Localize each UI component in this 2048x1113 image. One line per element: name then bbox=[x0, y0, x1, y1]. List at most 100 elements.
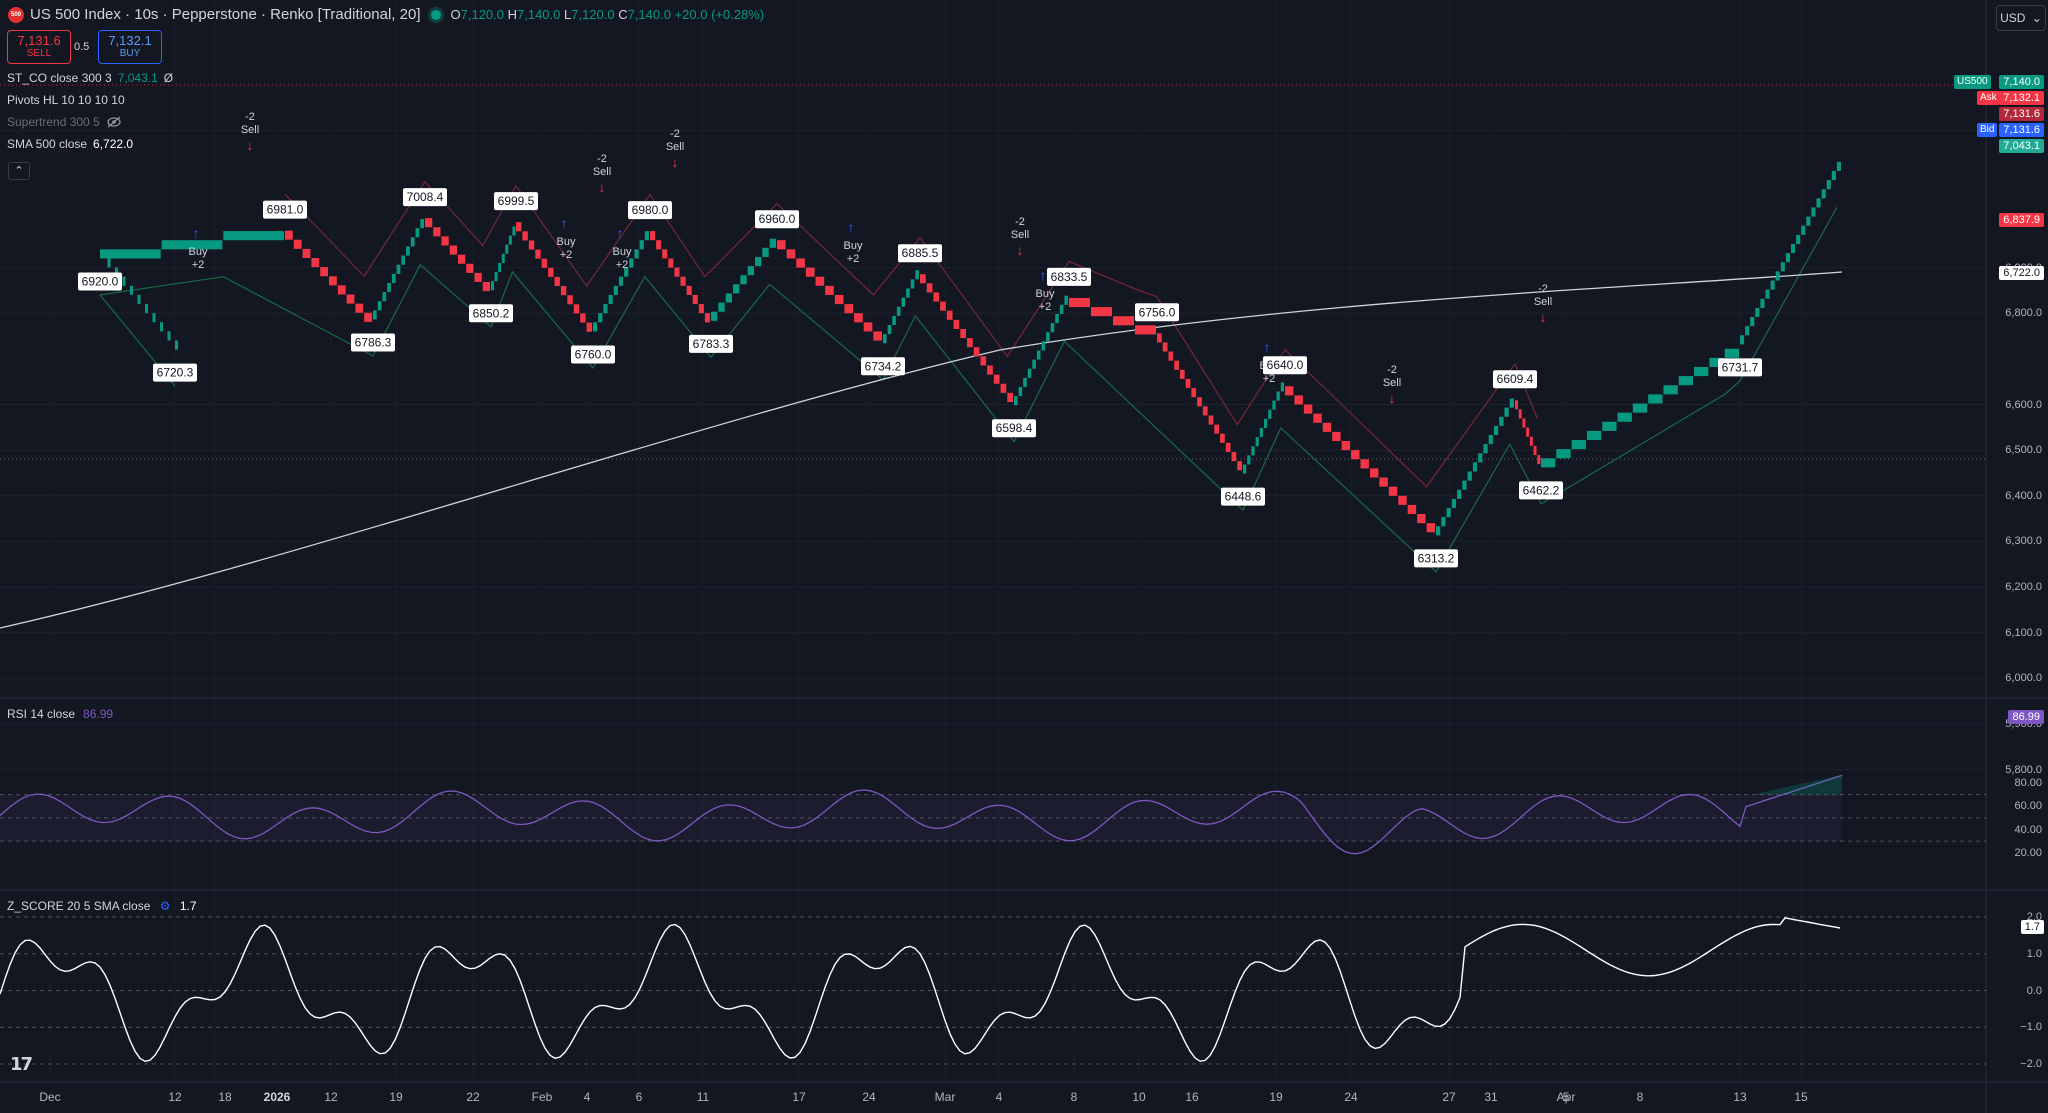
settings-icon[interactable]: ⚙ bbox=[159, 899, 171, 913]
renko-up-brick bbox=[1678, 376, 1694, 386]
sell-button[interactable]: 7,131.6 SELL bbox=[7, 30, 71, 64]
pivot-label: 6598.4 bbox=[992, 419, 1036, 438]
buy-label: BUY bbox=[119, 48, 141, 59]
pivot-label-box bbox=[755, 210, 799, 229]
symbol-title[interactable]: US 500 Index · 10s · Pepperstone · Renko… bbox=[30, 6, 421, 23]
renko-up-brick bbox=[100, 249, 161, 259]
sell-signal-label: Sell bbox=[1534, 296, 1552, 308]
renko-up-brick bbox=[161, 240, 223, 250]
renko-down-brick bbox=[1426, 523, 1435, 533]
renko-down-brick bbox=[560, 286, 567, 296]
renko-up-brick bbox=[406, 246, 410, 256]
renko-up-brick bbox=[1760, 298, 1765, 308]
renko-up-brick bbox=[1027, 368, 1032, 378]
pivot-label-box bbox=[992, 419, 1036, 438]
buy-signal-label: +2 bbox=[847, 253, 860, 265]
renko-down-brick bbox=[1157, 333, 1162, 343]
pivot-label: 6850.2 bbox=[469, 304, 513, 323]
renko-down-brick bbox=[1179, 369, 1185, 379]
tradingview-logo-icon[interactable]: 17 bbox=[10, 1054, 33, 1075]
buy-signal: ↑ Buy+2 bbox=[1036, 267, 1055, 313]
collapse-legend-button[interactable]: ⌃ bbox=[8, 162, 30, 180]
pivot-label-text: 6885.5 bbox=[902, 246, 939, 260]
renko-down-brick bbox=[554, 276, 560, 287]
renko-down-brick bbox=[364, 312, 372, 322]
pivot-label: 6731.7 bbox=[1718, 358, 1762, 377]
zscore-title[interactable]: Z_SCORE 20 5 SMA close ⚙ 1.7 bbox=[7, 899, 197, 913]
renko-down-brick bbox=[1322, 422, 1332, 432]
legend-st-co[interactable]: ST_CO close 300 3 7,043.1 Ø bbox=[7, 71, 173, 85]
buy-button[interactable]: 7,132.1 BUY bbox=[98, 30, 162, 64]
sell-signal-label: Sell bbox=[241, 124, 259, 136]
renko-up-brick bbox=[223, 231, 284, 241]
time-axis-label: 12 bbox=[324, 1090, 338, 1104]
renko-up-brick bbox=[1280, 382, 1284, 392]
pivot-label-text: 6760.0 bbox=[575, 347, 612, 361]
renko-down-brick bbox=[1237, 461, 1242, 471]
renko-down-brick bbox=[650, 231, 656, 241]
renko-down-brick bbox=[302, 248, 311, 258]
buy-signal-label: Buy bbox=[557, 236, 576, 248]
chart-title[interactable]: 500 US 500 Index · 10s · Pepperstone · R… bbox=[8, 6, 764, 23]
pivot-label: 6786.3 bbox=[351, 333, 395, 352]
time-axis-label: 5 bbox=[1562, 1090, 1570, 1104]
currency-selector[interactable]: USD ⌄ bbox=[1996, 5, 2046, 31]
pivot-label: 6760.0 bbox=[571, 345, 615, 364]
buy-signal-label: +2 bbox=[616, 259, 629, 271]
renko-up-brick bbox=[1247, 455, 1251, 465]
renko-down-brick bbox=[993, 374, 1000, 384]
pivot-label-box bbox=[494, 192, 538, 211]
renko-up-brick bbox=[613, 285, 618, 295]
renko-down-brick bbox=[786, 249, 796, 259]
price-axis-label: 6,300.0 bbox=[2005, 535, 2042, 548]
sell-arrow-icon: ↓ bbox=[1389, 390, 1396, 406]
renko-up-brick bbox=[887, 324, 892, 335]
rsi-axis-label: 60.00 bbox=[2014, 800, 2042, 813]
renko-up-brick bbox=[1831, 170, 1836, 181]
renko-down-brick bbox=[674, 267, 680, 277]
renko-up-brick bbox=[1462, 480, 1467, 490]
sell-signal-label: -2 bbox=[670, 128, 680, 140]
price-axis-label: 6,600.0 bbox=[2005, 398, 2042, 411]
renko-up-brick bbox=[401, 255, 406, 265]
ohlc-key: H bbox=[504, 7, 517, 22]
renko-up-brick bbox=[160, 322, 163, 332]
renko-down-brick bbox=[987, 365, 993, 375]
renko-down-brick bbox=[425, 218, 433, 228]
sell-signal-label: -2 bbox=[597, 153, 607, 165]
legend-sma[interactable]: SMA 500 close 6,722.0 bbox=[7, 137, 133, 151]
renko-down-brick bbox=[1197, 397, 1202, 407]
renko-up-brick bbox=[1268, 409, 1272, 419]
renko-up-brick bbox=[1018, 386, 1023, 397]
legend-pivots[interactable]: Pivots HL 10 10 10 10 bbox=[7, 93, 125, 107]
pivot-label-text: 6833.5 bbox=[1051, 270, 1088, 284]
renko-down-brick bbox=[285, 230, 293, 240]
renko-down-brick bbox=[541, 258, 548, 268]
time-axis-label: 12 bbox=[168, 1090, 182, 1104]
renko-up-brick bbox=[883, 334, 887, 344]
renko-down-brick bbox=[1231, 451, 1237, 462]
renko-down-brick bbox=[1202, 406, 1208, 416]
pivot-label: 6462.2 bbox=[1519, 481, 1563, 500]
time-axis-label: 8 bbox=[1070, 1090, 1078, 1104]
pivot-label-text: 6999.5 bbox=[498, 194, 535, 208]
renko-up-brick bbox=[1836, 161, 1841, 171]
legend-supertrend[interactable]: Supertrend 300 5 bbox=[7, 115, 122, 129]
renko-up-brick bbox=[1499, 416, 1504, 426]
legend-value: 7,043.1 bbox=[117, 71, 158, 85]
sell-arrow-icon: ↓ bbox=[1017, 242, 1024, 258]
hidden-eye-icon[interactable] bbox=[106, 116, 122, 128]
renko-up-brick bbox=[1765, 289, 1770, 299]
renko-down-brick bbox=[834, 294, 844, 305]
renko-up-brick bbox=[505, 244, 509, 254]
renko-up-brick bbox=[1709, 357, 1724, 367]
rsi-title[interactable]: RSI 14 close 86.99 bbox=[7, 707, 113, 721]
pivot-label-box bbox=[1221, 487, 1265, 506]
sell-arrow-icon: ↓ bbox=[247, 137, 254, 153]
legend-extra: Ø bbox=[163, 71, 174, 85]
renko-up-brick bbox=[1276, 391, 1280, 401]
renko-down-brick bbox=[953, 319, 960, 329]
renko-up-brick bbox=[711, 311, 718, 321]
